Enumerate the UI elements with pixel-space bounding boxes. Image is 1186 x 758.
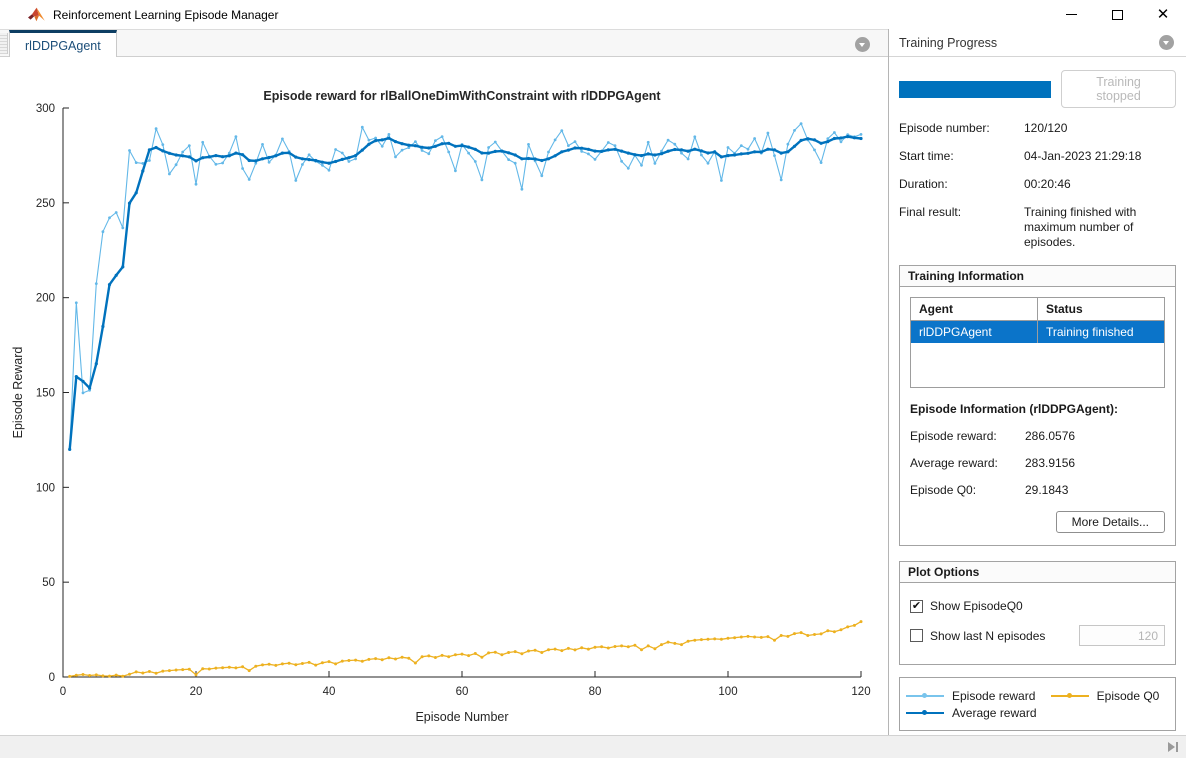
show-last-n-label: Show last N episodes [930, 628, 1046, 643]
episode-reward-line-sample [906, 693, 944, 698]
last-n-episodes-input[interactable] [1079, 625, 1165, 646]
column-status: Status [1037, 298, 1164, 321]
svg-text:300: 300 [36, 103, 55, 115]
info-value: 286.0576 [1025, 429, 1076, 443]
info-label: Episode Q0: [910, 483, 977, 497]
show-episodeq0-checkbox[interactable] [910, 599, 923, 613]
episode-reward-row: Episode reward: 286.0576 [910, 429, 1165, 443]
panel-collapse-chevron-icon[interactable] [1159, 35, 1174, 50]
minimize-button[interactable] [1048, 0, 1094, 29]
svg-text:Episode Reward: Episode Reward [11, 347, 25, 439]
info-value: 283.9156 [1025, 456, 1076, 470]
legend-entry-episode-q0: Episode Q0 [1050, 688, 1169, 703]
training-progress-fill [899, 80, 1052, 98]
legend-label: Episode reward [952, 688, 1036, 703]
svg-text:200: 200 [36, 293, 55, 305]
more-details-button[interactable]: More Details... [1055, 511, 1165, 533]
legend-label: Average reward [952, 705, 1037, 720]
episode-q0-row: Episode Q0: 29.1843 [910, 483, 1165, 497]
info-label: Final result: [899, 205, 962, 219]
panel-title: Training Progress [899, 35, 998, 50]
maximize-icon [1111, 9, 1123, 20]
average-reward-row: Average reward: 283.9156 [910, 456, 1165, 470]
training-information-header: Training Information [900, 266, 1175, 287]
svg-text:120: 120 [851, 686, 870, 698]
svg-text:40: 40 [323, 686, 336, 698]
info-value: 29.1843 [1025, 483, 1069, 497]
status-bar [0, 735, 1186, 758]
start-time-row: Start time: 04-Jan-2023 21:29:18 [899, 149, 1176, 164]
close-button[interactable]: ✕ [1140, 0, 1186, 29]
final-result-row: Final result: Training finished with max… [899, 205, 1176, 250]
training-stopped-button[interactable]: Training stopped [1061, 70, 1176, 108]
svg-text:250: 250 [36, 198, 55, 210]
training-progress-panel: Training Progress Training stopped Episo… [889, 29, 1186, 735]
info-label: Average reward: [910, 456, 998, 470]
close-icon: ✕ [1156, 6, 1170, 23]
info-label: Start time: [899, 149, 954, 163]
matlab-logo-icon [28, 7, 45, 22]
average-reward-line-sample [906, 710, 944, 715]
dock-grip-handle[interactable] [0, 33, 8, 54]
legend-label: Episode Q0 [1096, 688, 1160, 703]
title-bar: Reinforcement Learning Episode Manager ✕ [0, 0, 1186, 29]
table-row-rlddpgagent[interactable]: rlDDPGAgent Training finished [911, 320, 1164, 343]
progress-row: Training stopped [899, 70, 1176, 108]
show-last-n-option[interactable]: Show last N episodes [910, 625, 1165, 646]
cell-status: Training finished [1037, 320, 1164, 343]
training-information-group: Training Information Agent Status [899, 265, 1176, 546]
cell-agent: rlDDPGAgent [919, 325, 992, 339]
episode-information-title: Episode Information (rlDDPGAgent): [910, 402, 1118, 416]
panel-header: Training Progress [889, 29, 1186, 57]
tab-overflow-chevron-icon[interactable] [855, 37, 870, 52]
legend-entry-episode-reward: Episode reward [906, 688, 1051, 703]
show-episodeq0-label: Show EpisodeQ0 [930, 599, 1023, 613]
episode-q0-line-sample [1050, 693, 1089, 698]
svg-text:0: 0 [60, 686, 66, 698]
window-title: Reinforcement Learning Episode Manager [53, 7, 279, 22]
document-tab-bar: rlDDPGAgent [0, 29, 888, 58]
duration-row: Duration: 00:20:46 [899, 177, 1176, 192]
plot-options-header: Plot Options [900, 562, 1175, 583]
training-progress-bar [899, 80, 1052, 98]
chart-legend: Episode reward Episode Q0 Average reward [899, 677, 1176, 731]
show-last-n-checkbox[interactable] [910, 629, 923, 642]
episode-reward-chart: Episode reward for rlBallOneDimWithConst… [0, 57, 888, 735]
info-label: Duration: [899, 177, 948, 191]
skip-to-end-icon[interactable] [1168, 742, 1178, 752]
svg-text:80: 80 [589, 686, 602, 698]
minimize-icon [1065, 14, 1077, 15]
table-empty-area [911, 343, 1164, 387]
info-label: Episode number: [899, 121, 990, 135]
tab-rlddpgagent[interactable]: rlDDPGAgent [9, 30, 117, 58]
tab-label: rlDDPGAgent [25, 38, 101, 53]
svg-text:100: 100 [36, 482, 55, 494]
svg-text:150: 150 [36, 388, 55, 400]
agent-status-table: Agent Status rlDDPGAgent Training finish… [910, 297, 1165, 388]
svg-text:60: 60 [456, 686, 469, 698]
svg-text:Episode Number: Episode Number [415, 710, 508, 724]
maximize-button[interactable] [1094, 0, 1140, 29]
svg-text:Episode reward for rlBallOneDi: Episode reward for rlBallOneDimWithConst… [263, 89, 661, 103]
info-value: 00:20:46 [1024, 177, 1071, 191]
column-agent: Agent [911, 298, 1038, 321]
svg-text:0: 0 [49, 672, 55, 684]
svg-text:50: 50 [42, 577, 55, 589]
info-label: Episode reward: [910, 429, 997, 443]
plot-options-group: Plot Options Show EpisodeQ0 Show last N … [899, 561, 1176, 665]
svg-text:100: 100 [718, 686, 737, 698]
info-value: 120/120 [1024, 121, 1068, 135]
episode-number-row: Episode number: 120/120 [899, 121, 1176, 136]
table-header-row: Agent Status [911, 298, 1164, 321]
legend-entry-average-reward: Average reward [906, 705, 1051, 720]
info-value: 04-Jan-2023 21:29:18 [1024, 149, 1142, 163]
figure-region: rlDDPGAgent Episode reward for rlBallOne… [0, 29, 889, 735]
show-episodeq0-option[interactable]: Show EpisodeQ0 [910, 599, 1165, 613]
svg-text:20: 20 [190, 686, 203, 698]
info-value: Training finished with maximum number of… [1024, 205, 1137, 249]
